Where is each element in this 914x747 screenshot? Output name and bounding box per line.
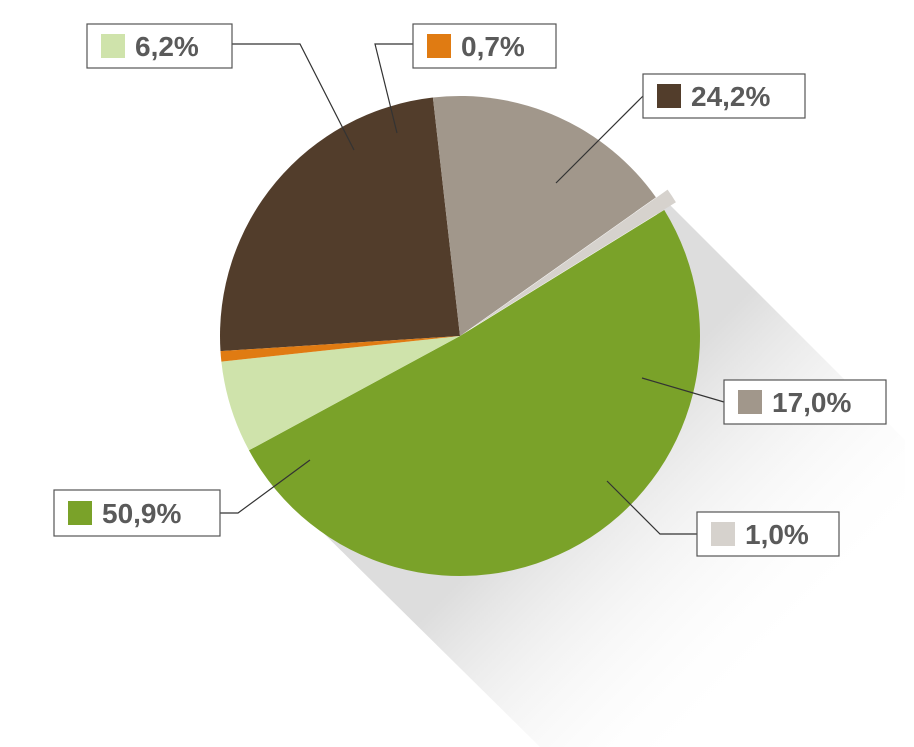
data-label: 6,2%: [135, 31, 199, 62]
legend-swatch: [101, 34, 125, 58]
callout-box: [53, 489, 221, 537]
callout-labels: 24,2% 17,0% 1,0% 50,9% 6,2% 0,7%: [53, 23, 887, 557]
pie-slice: [221, 336, 460, 451]
leader-line: [374, 43, 413, 134]
legend-swatch: [68, 501, 92, 525]
pie-slice: [220, 336, 460, 362]
legend-swatch: [657, 84, 681, 108]
leader-line: [220, 459, 311, 514]
leader-line: [641, 377, 725, 403]
pie-slice: [248, 209, 701, 577]
legend-swatch: [427, 34, 451, 58]
pie-slice: [471, 189, 676, 329]
leader-line: [232, 43, 355, 151]
leader-line: [555, 95, 644, 184]
leader-line: [606, 480, 697, 535]
data-label: 17,0%: [772, 387, 851, 418]
legend-swatch: [738, 390, 762, 414]
pie-long-shadow: [300, 195, 905, 747]
pie-slices: [219, 96, 701, 577]
data-label: 0,7%: [461, 31, 525, 62]
pie-slice: [432, 96, 656, 336]
pie-slice: [219, 97, 460, 352]
data-label: 50,9%: [102, 498, 181, 529]
legend-swatch: [711, 522, 735, 546]
data-label: 24,2%: [691, 81, 770, 112]
data-label: 1,0%: [745, 519, 809, 550]
